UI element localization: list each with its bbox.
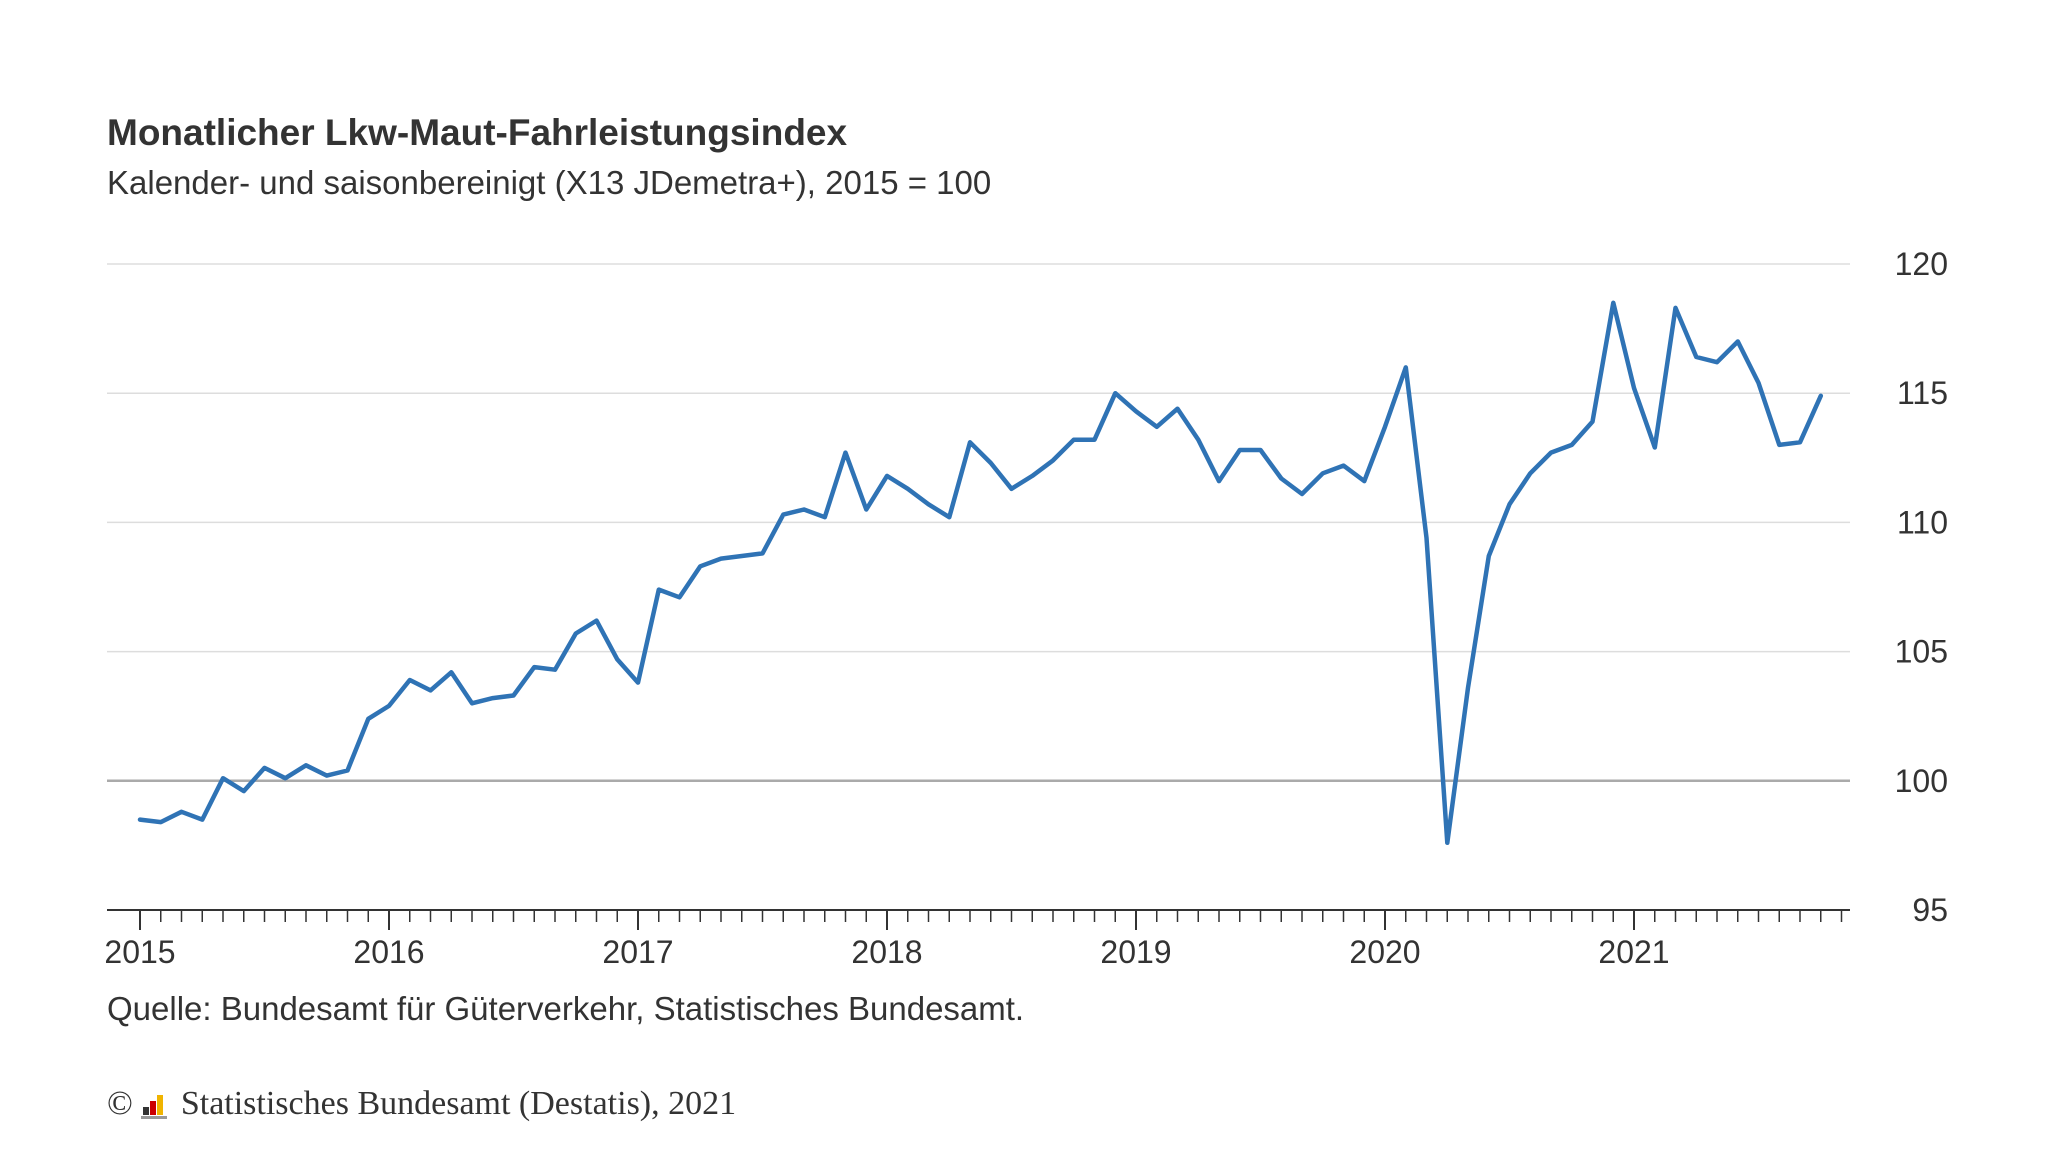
x-tick-label: 2019 — [1100, 934, 1171, 970]
chart-subtitle: Kalender- und saisonbereinigt (X13 JDeme… — [107, 164, 992, 201]
copyright-footer: © Statistisches Bundesamt (Destatis), 20… — [107, 1085, 736, 1123]
destatis-logo-icon — [140, 1089, 171, 1119]
series-group — [137, 300, 1824, 846]
x-tick-label: 2018 — [851, 934, 922, 970]
copyright-text: Statistisches Bundesamt (Destatis), 2021 — [180, 1085, 737, 1122]
x-tick-label: 2017 — [602, 934, 673, 970]
x-axis-tick-labels: 2015 2016 2017 2018 2019 2020 2021 — [104, 934, 1669, 970]
y-tick-label: 120 — [1895, 246, 1948, 282]
y-tick-label: 100 — [1895, 763, 1948, 799]
y-tick-label: 110 — [1897, 504, 1948, 540]
x-tick-label: 2021 — [1598, 934, 1669, 970]
series-line — [137, 300, 1824, 846]
x-axis — [107, 909, 1850, 930]
y-axis-tick-labels: 120 115 110 105 100 95 — [1895, 246, 1948, 928]
grid-lines — [107, 263, 1850, 783]
chart-title: Monatlicher Lkw-Maut-Fahrleistungsindex — [107, 112, 848, 153]
x-tick-label: 2015 — [104, 934, 175, 970]
y-tick-label: 115 — [1897, 375, 1948, 411]
x-tick-label: 2020 — [1349, 934, 1420, 970]
y-tick-label: 95 — [1912, 892, 1948, 928]
y-tick-label: 105 — [1895, 634, 1948, 670]
x-tick-label: 2016 — [353, 934, 424, 970]
chart-source: Quelle: Bundesamt für Güterverkehr, Stat… — [107, 990, 1025, 1027]
copyright-symbol: © — [107, 1085, 133, 1122]
